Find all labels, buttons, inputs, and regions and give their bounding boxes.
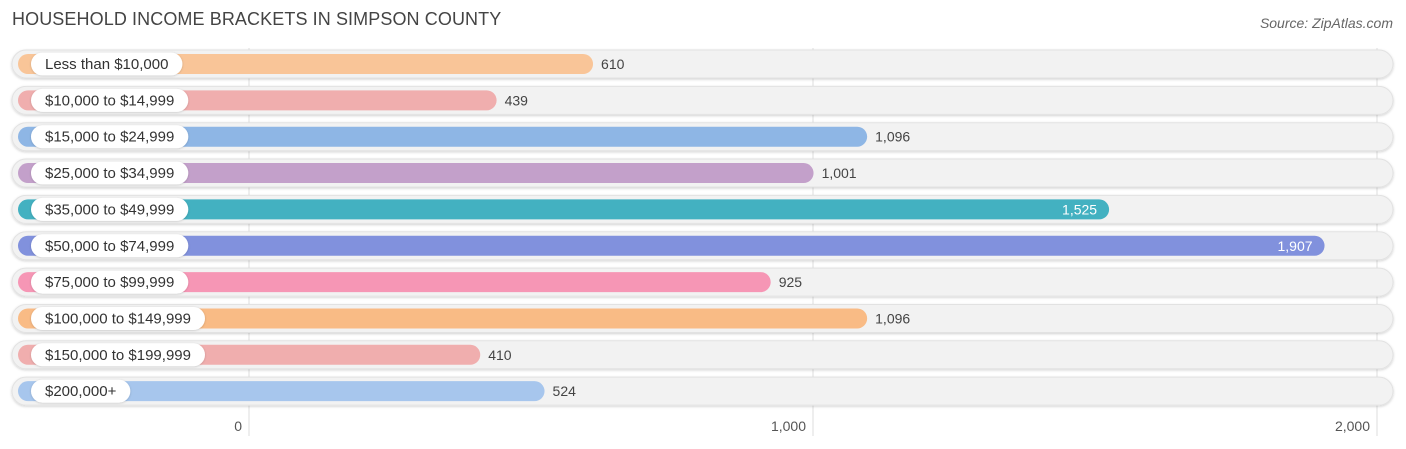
x-axis-ticks: 0 1,000 2,000 (234, 418, 1370, 434)
value-label: 1,001 (822, 165, 857, 181)
category-label-pill (31, 234, 189, 258)
value-label: 1,096 (875, 129, 910, 145)
x-tick-label: 0 (234, 418, 242, 434)
bar-row: $10,000 to $14,999 439 (11, 85, 1394, 115)
category-label-pill (31, 88, 189, 112)
bar (18, 381, 545, 402)
bar-row: $75,000 to $99,999 925 (11, 267, 1394, 297)
category-label: $15,000 to $24,999 (45, 129, 174, 146)
category-label: $100,000 to $149,999 (45, 310, 191, 327)
value-label: 524 (553, 383, 577, 399)
chart-title: HOUSEHOLD INCOME BRACKETS IN SIMPSON COU… (12, 9, 502, 29)
value-label: 925 (779, 274, 803, 290)
value-label: 439 (505, 92, 529, 108)
x-tick-label: 1,000 (771, 418, 806, 434)
bar-row: $200,000+ 524 (11, 376, 1394, 406)
bar (18, 308, 868, 329)
category-label: $50,000 to $74,999 (45, 238, 174, 255)
bar (18, 163, 814, 184)
bar (18, 199, 1110, 220)
bar (18, 235, 1325, 256)
category-label-pill (31, 161, 189, 185)
category-label-pill (31, 379, 131, 403)
value-label: 610 (601, 56, 625, 72)
category-label-pill (31, 125, 189, 149)
bar-row: $100,000 to $149,999 1,096 (11, 303, 1394, 333)
category-label: $200,000+ (45, 383, 117, 400)
bar-row: Less than $10,000 610 (11, 49, 1394, 79)
source-credit: Source: ZipAtlas.com (1259, 15, 1393, 31)
bar-rows: Less than $10,000 610 $10,000 to $14,999 43… (11, 49, 1394, 406)
value-label: 1,907 (1278, 238, 1313, 254)
value-label: 410 (488, 347, 512, 363)
bar (18, 272, 771, 293)
category-label-pill (31, 270, 189, 294)
category-label: $35,000 to $49,999 (45, 201, 174, 218)
category-label: $25,000 to $34,999 (45, 165, 174, 182)
category-label: Less than $10,000 (45, 56, 168, 73)
category-label-pill (31, 306, 205, 330)
bar-row: $50,000 to $74,999 1,907 (11, 231, 1394, 261)
bar-row: $150,000 to $199,999 410 (11, 340, 1394, 370)
category-label: $150,000 to $199,999 (45, 347, 191, 364)
value-label: 1,525 (1062, 201, 1097, 217)
bar (18, 126, 868, 147)
bar-row: $35,000 to $49,999 1,525 (11, 194, 1394, 224)
category-label-pill (31, 343, 205, 367)
x-tick-label: 2,000 (1335, 418, 1370, 434)
category-label-pill (31, 52, 183, 76)
category-label: $75,000 to $99,999 (45, 274, 174, 291)
category-label-pill (31, 197, 189, 221)
bar-row: $15,000 to $24,999 1,096 (11, 122, 1394, 152)
category-label: $10,000 to $14,999 (45, 92, 174, 109)
bar-row: $25,000 to $34,999 1,001 (11, 158, 1394, 188)
value-label: 1,096 (875, 310, 910, 326)
